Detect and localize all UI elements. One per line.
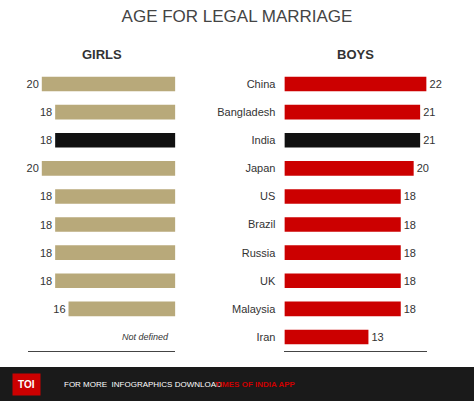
svg-text:Malaysia: Malaysia [232, 303, 276, 315]
svg-text:18: 18 [404, 219, 416, 231]
svg-text:Russia: Russia [242, 247, 277, 259]
svg-text:20: 20 [27, 162, 39, 174]
svg-text:AGE FOR LEGAL MARRIAGE: AGE FOR LEGAL MARRIAGE [122, 7, 353, 26]
svg-text:TOI: TOI [18, 379, 35, 390]
svg-text:21: 21 [423, 106, 435, 118]
svg-text:BOYS: BOYS [337, 47, 374, 62]
svg-text:18: 18 [40, 134, 52, 146]
svg-text:20: 20 [417, 162, 429, 174]
svg-text:FOR MORE INFOGRAPHICS DOWNLOA: FOR MORE INFOGRAPHICS DOWNLOAD [64, 380, 224, 389]
svg-text:18: 18 [40, 275, 52, 287]
svg-text:18: 18 [40, 247, 52, 259]
svg-text:21: 21 [423, 134, 435, 146]
svg-text:18: 18 [404, 275, 416, 287]
svg-text:India: India [252, 134, 277, 146]
svg-text:18: 18 [404, 303, 416, 315]
svg-text:Brazil: Brazil [248, 218, 276, 230]
svg-text:18: 18 [404, 190, 416, 202]
svg-text:Japan: Japan [245, 162, 275, 174]
svg-text:US: US [260, 190, 275, 202]
svg-text:Iran: Iran [256, 331, 275, 343]
svg-text:13: 13 [371, 331, 383, 343]
svg-text:22: 22 [430, 78, 442, 90]
svg-text:Bangladesh: Bangladesh [217, 106, 275, 118]
svg-text:18: 18 [40, 219, 52, 231]
svg-text:UK: UK [260, 275, 276, 287]
svg-text:Not defined: Not defined [122, 332, 169, 342]
svg-text:20: 20 [27, 78, 39, 90]
svg-text:18: 18 [40, 106, 52, 118]
svg-text:16: 16 [53, 303, 65, 315]
svg-text:18: 18 [404, 247, 416, 259]
svg-text:18: 18 [40, 190, 52, 202]
svg-text:TIMES OF INDIA APP: TIMES OF INDIA APP [215, 380, 296, 389]
svg-text:China: China [247, 78, 277, 90]
svg-text:GIRLS: GIRLS [82, 47, 122, 62]
